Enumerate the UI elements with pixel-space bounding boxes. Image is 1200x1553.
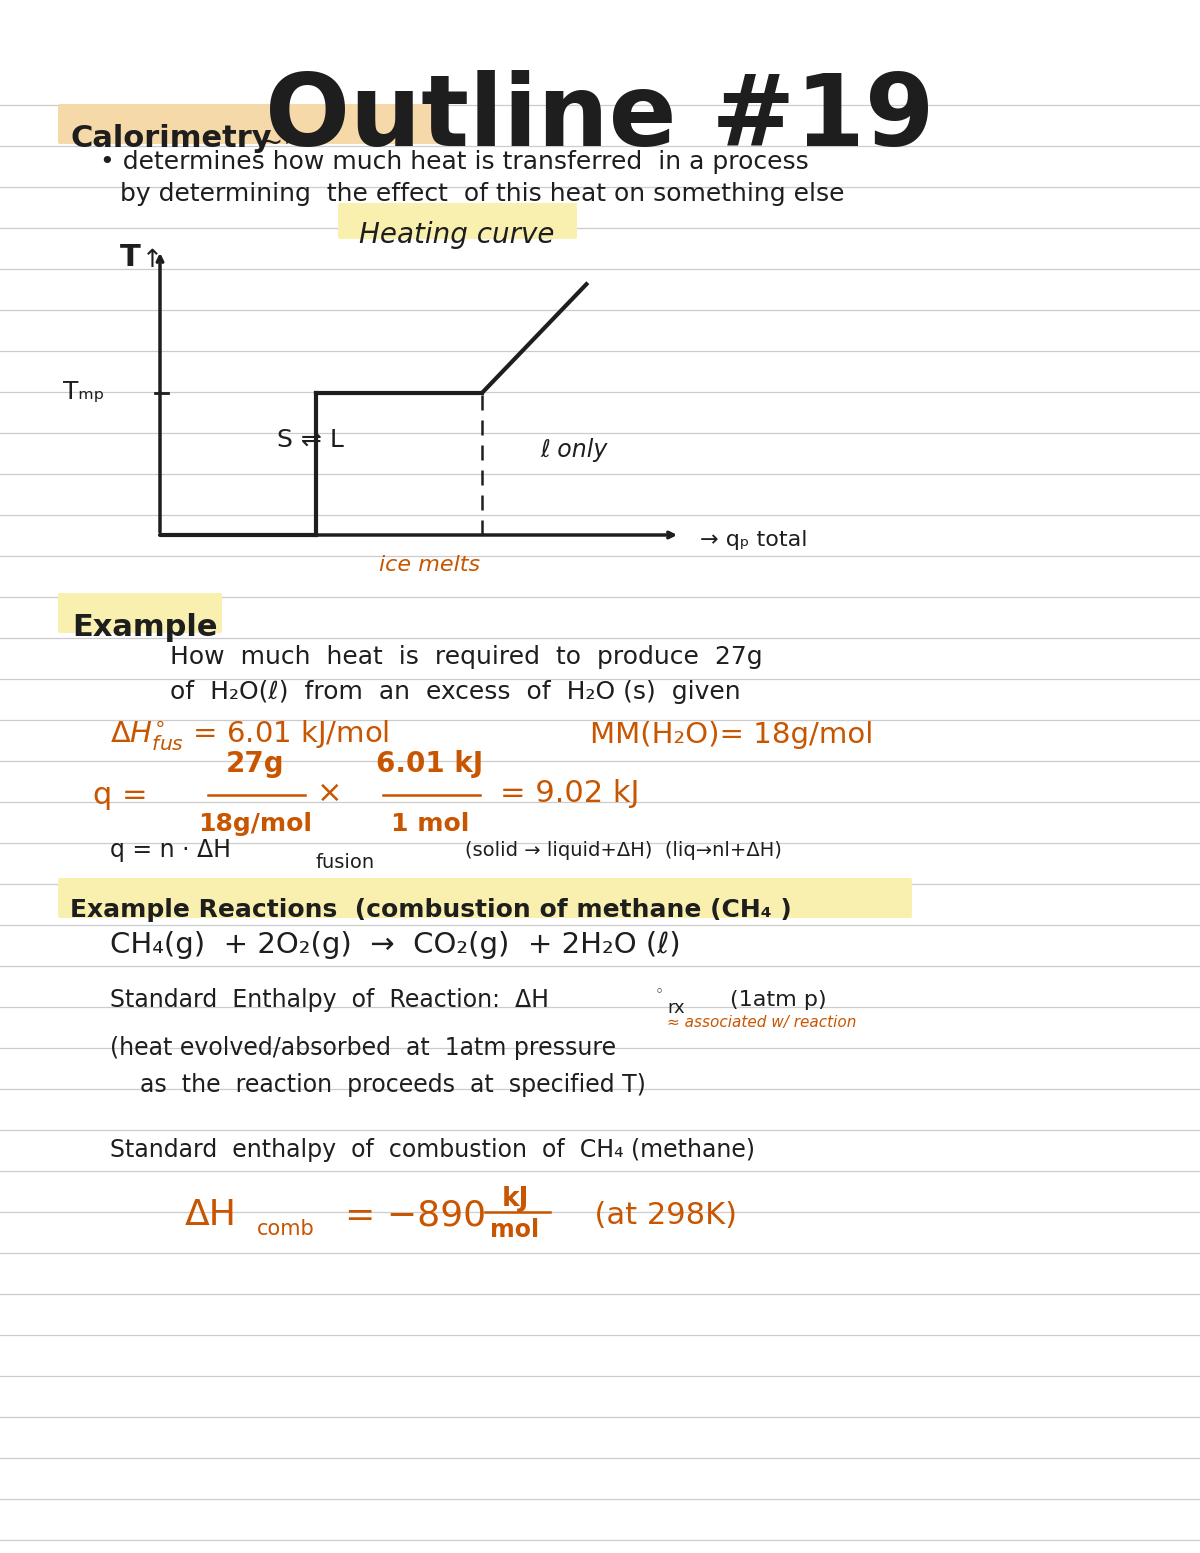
Text: ice melts: ice melts [379,554,480,575]
Text: → qₚ total: → qₚ total [700,530,808,550]
Text: ◦: ◦ [655,985,664,1000]
Text: ΔH: ΔH [185,1197,236,1232]
Text: Example Reactions  (combustion of methane (CH₄ ): Example Reactions (combustion of methane… [70,898,792,922]
Text: (solid → liquid+ΔH)  (liq→nl+ΔH): (solid → liquid+ΔH) (liq→nl+ΔH) [466,840,782,859]
Text: by determining  the effect  of this heat on something else: by determining the effect of this heat o… [120,182,845,207]
Text: How  much  heat  is  required  to  produce  27g: How much heat is required to produce 27g [170,644,763,669]
Text: of  H₂O(ℓ)  from  an  excess  of  H₂O (s)  given: of H₂O(ℓ) from an excess of H₂O (s) give… [170,680,740,704]
Text: (1atm p): (1atm p) [730,989,827,1009]
Text: fusion: fusion [314,853,374,871]
Text: (at 298K): (at 298K) [575,1200,737,1230]
Text: MM(H₂O)= 18g/mol: MM(H₂O)= 18g/mol [590,721,874,749]
Text: Standard  Enthalpy  of  Reaction:  ΔH: Standard Enthalpy of Reaction: ΔH [110,988,550,1013]
Text: Calorimetry: Calorimetry [70,124,271,154]
FancyBboxPatch shape [58,104,442,144]
FancyBboxPatch shape [338,203,577,239]
Text: mol: mol [491,1218,540,1242]
Text: = −890: = −890 [346,1197,486,1232]
Text: rx: rx [667,999,685,1017]
Text: ℓ only: ℓ only [540,438,607,461]
Text: 27g: 27g [226,750,284,778]
Text: q = n · ΔH: q = n · ΔH [110,839,230,862]
FancyBboxPatch shape [58,877,912,918]
Text: Outline #19: Outline #19 [265,70,935,168]
Text: • determines how much heat is transferred  in a process: • determines how much heat is transferre… [100,151,809,174]
Text: Example: Example [72,613,217,641]
Text: ≈ associated w/ reaction: ≈ associated w/ reaction [667,1014,857,1030]
Text: ↑: ↑ [142,248,162,272]
Text: ×: × [317,778,343,808]
Text: ~~~: ~~~ [260,129,330,157]
Text: 6.01 kJ: 6.01 kJ [377,750,484,778]
Text: = 9.02 kJ: = 9.02 kJ [500,778,640,808]
Text: CH₄(g)  + 2O₂(g)  →  CO₂(g)  + 2H₂O (ℓ): CH₄(g) + 2O₂(g) → CO₂(g) + 2H₂O (ℓ) [110,930,680,960]
Text: kJ: kJ [502,1186,529,1211]
Text: Heating curve: Heating curve [359,221,554,248]
Text: T: T [120,244,140,272]
Text: Tₘₚ: Tₘₚ [64,380,106,404]
Text: (heat evolved/absorbed  at  1atm pressure: (heat evolved/absorbed at 1atm pressure [110,1036,616,1061]
Text: Standard  enthalpy  of  combustion  of  CH₄ (methane): Standard enthalpy of combustion of CH₄ (… [110,1138,755,1162]
Text: S ⇌ L: S ⇌ L [276,429,343,452]
Text: as  the  reaction  proceeds  at  specified T): as the reaction proceeds at specified T) [140,1073,646,1096]
FancyBboxPatch shape [58,593,222,634]
Text: q =: q = [94,781,148,809]
Text: comb: comb [257,1219,314,1239]
Text: $\Delta H^{\circ}_{fus}$ = 6.01 kJ/mol: $\Delta H^{\circ}_{fus}$ = 6.01 kJ/mol [110,717,389,752]
Text: 18g/mol: 18g/mol [198,812,312,836]
Text: 1 mol: 1 mol [391,812,469,836]
